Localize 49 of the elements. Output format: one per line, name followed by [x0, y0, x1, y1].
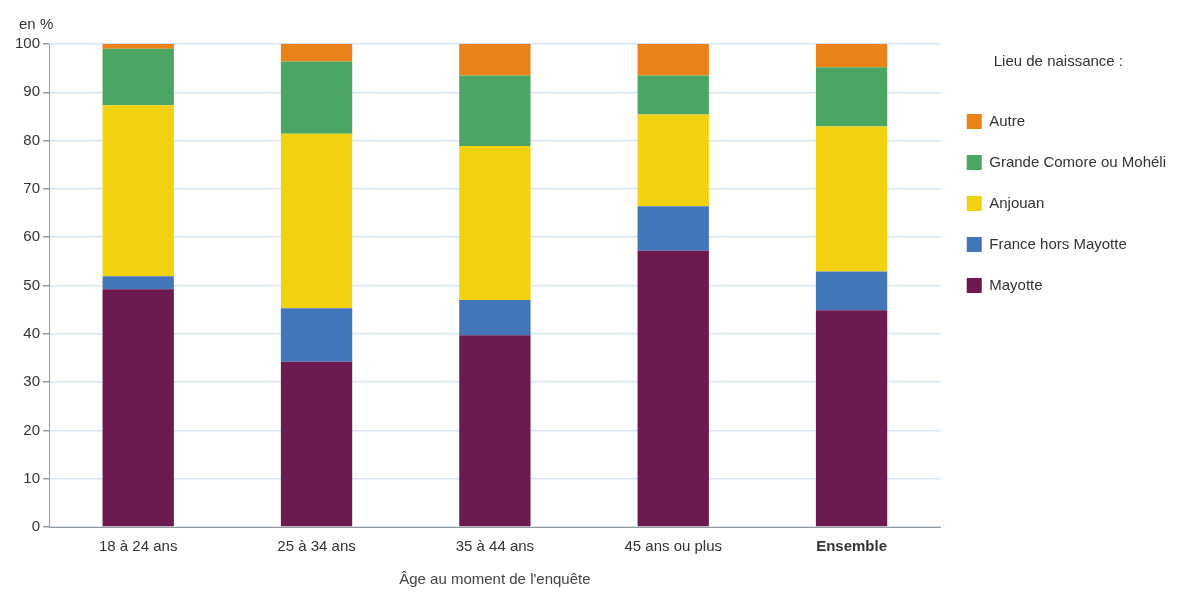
legend-title: Lieu de naissance :	[993, 51, 1124, 69]
bar	[459, 335, 531, 527]
bar	[815, 271, 888, 311]
bar	[280, 133, 353, 309]
x-tick-label: 45 ans ou plus	[624, 537, 723, 555]
x-tick-label: 35 à 44 ans	[455, 537, 535, 555]
x-tick-label: 25 à 34 ans	[277, 537, 356, 555]
bar	[280, 44, 353, 62]
bar	[637, 206, 709, 251]
bar	[637, 44, 709, 76]
y-tick-label: 20	[23, 420, 41, 438]
y-tick-label: 50	[23, 275, 41, 293]
legend-label: Anjouan	[989, 193, 1045, 211]
y-tick-label: 70	[23, 179, 41, 197]
y-tick-label: 80	[23, 130, 41, 148]
x-tick-label: Ensemble	[816, 537, 888, 555]
bar	[815, 310, 888, 527]
bar	[815, 44, 888, 68]
y-tick-label: 30	[23, 372, 41, 390]
bar	[102, 44, 174, 49]
bar	[459, 145, 531, 300]
y-axis-title: en %	[19, 14, 54, 32]
bar	[280, 308, 353, 362]
bar	[102, 48, 174, 106]
bar	[102, 276, 174, 290]
legend-label: Autre	[989, 111, 1026, 129]
bar	[459, 299, 531, 336]
bar	[637, 75, 709, 115]
x-tick-label: 18 à 24 ans	[99, 537, 178, 555]
y-tick-label: 40	[23, 323, 41, 341]
legend-label: Grande Comore ou Mohéli	[989, 152, 1167, 170]
bar	[102, 105, 174, 277]
x-axis-title: Âge au moment de l'enquête	[399, 570, 591, 588]
bar	[102, 289, 174, 527]
y-tick-label: 0	[31, 517, 41, 535]
bar	[815, 126, 888, 272]
legend-label: Mayotte	[989, 275, 1043, 293]
y-tick-label: 10	[23, 468, 41, 486]
bar	[637, 114, 709, 207]
bar	[280, 61, 353, 134]
bar	[459, 44, 531, 76]
bar	[815, 67, 888, 127]
bar	[280, 361, 353, 527]
y-tick-label: 90	[23, 82, 41, 100]
bar	[459, 75, 531, 146]
bar	[637, 250, 709, 527]
y-tick-label: 100	[15, 34, 41, 52]
legend-label: France hors Mayotte	[989, 234, 1127, 252]
y-tick-label: 60	[23, 227, 41, 245]
